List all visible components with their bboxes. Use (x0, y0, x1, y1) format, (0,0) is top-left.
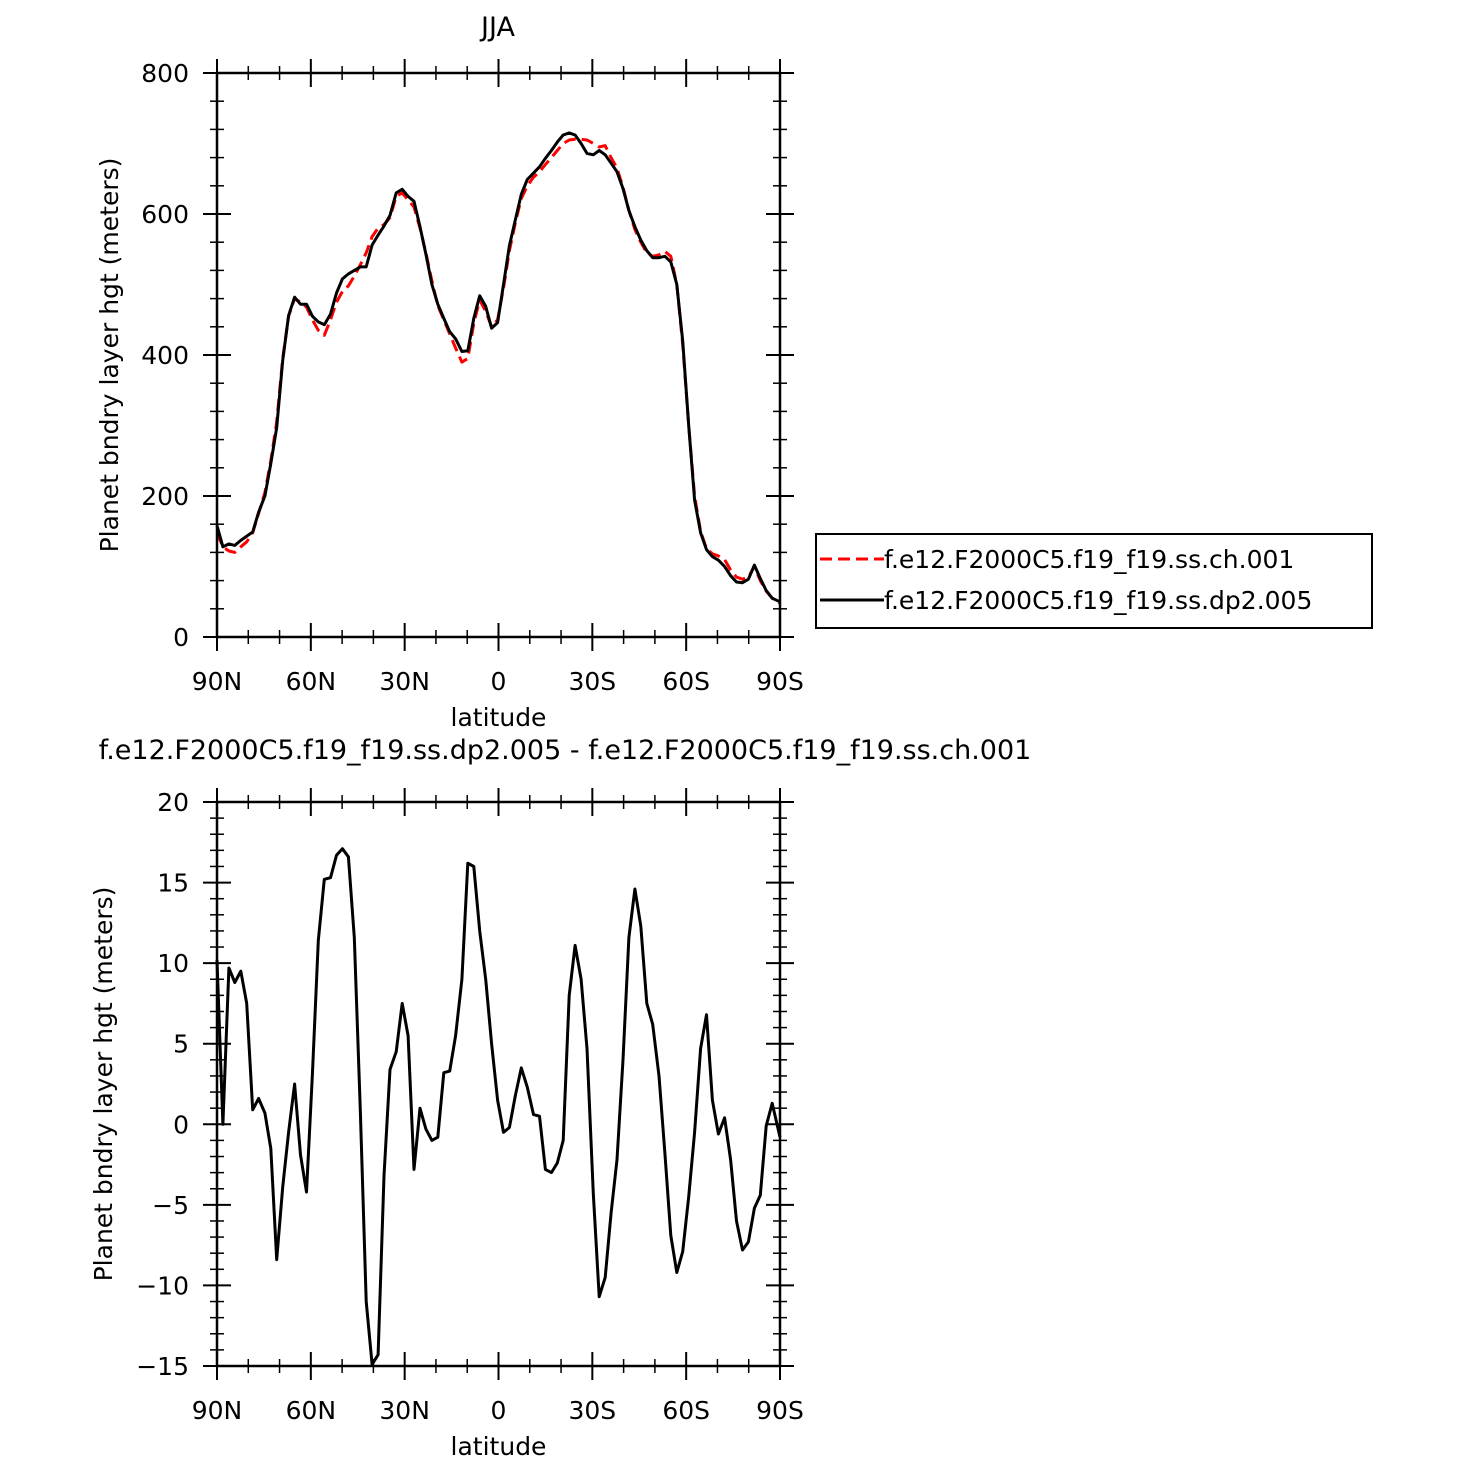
y-tick-label: 0 (173, 1110, 189, 1139)
legend-label: f.e12.F2000C5.f19_f19.ss.dp2.005 (884, 586, 1312, 615)
chart-title: f.e12.F2000C5.f19_f19.ss.dp2.005 - f.e12… (99, 735, 1032, 766)
x-tick-label: 60N (286, 1396, 337, 1425)
y-tick-label: 20 (157, 788, 189, 817)
x-tick-label: 90S (756, 667, 804, 696)
x-tick-label: 0 (491, 667, 507, 696)
series-line-1 (215, 847, 782, 1366)
y-tick-label: −10 (136, 1271, 189, 1300)
x-tick-label: 60N (286, 667, 337, 696)
x-tick-label: 60S (662, 667, 710, 696)
y-tick-label: −5 (152, 1191, 189, 1220)
x-tick-label: 30S (568, 667, 616, 696)
top-panel-jja: JJA 0 200 400 600 800 90N 60N 30N 0 30S 60S 90S latit… (95, 12, 1373, 732)
y-tick-label: 800 (141, 59, 189, 88)
y-tick-label: 400 (141, 341, 189, 370)
legend-label: f.e12.F2000C5.f19_f19.ss.ch.001 (884, 545, 1294, 574)
y-tick-label: −15 (136, 1352, 189, 1381)
series-line-1 (215, 137, 781, 605)
y-tick-label: 600 (141, 200, 189, 229)
y-axis-label: Planet bndry layer hgt (meters) (89, 887, 118, 1282)
y-tick-label: 15 (157, 869, 189, 898)
y-tick-label: 0 (173, 623, 189, 652)
x-tick-label: 90N (192, 1396, 243, 1425)
series-line-2 (215, 131, 781, 604)
x-tick-label: 30N (379, 1396, 430, 1425)
x-axis-label: latitude (451, 1432, 547, 1461)
chart-title: JJA (479, 12, 515, 43)
plot-frame (215, 800, 782, 1368)
plot-frame (215, 71, 782, 639)
x-tick-label: 90S (756, 1396, 804, 1425)
y-tick-label: 200 (141, 482, 189, 511)
y-tick-label: 10 (157, 949, 189, 978)
y-axis-label: Planet bndry layer hgt (meters) (95, 158, 124, 553)
x-tick-label: 90N (192, 667, 243, 696)
x-tick-label: 30S (568, 1396, 616, 1425)
bottom-panel-difference: f.e12.F2000C5.f19_f19.ss.dp2.005 - f.e12… (89, 735, 1031, 1461)
x-tick-label: 0 (491, 1396, 507, 1425)
x-tick-label: 60S (662, 1396, 710, 1425)
x-axis-label: latitude (451, 703, 547, 732)
legend-box (815, 533, 1373, 629)
y-tick-label: 5 (173, 1030, 189, 1059)
x-tick-label: 30N (379, 667, 430, 696)
